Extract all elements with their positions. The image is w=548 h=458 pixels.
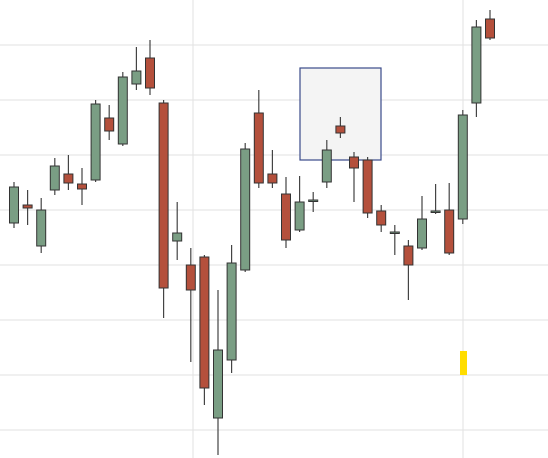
candle-body	[131, 70, 142, 85]
candle-body	[253, 112, 264, 184]
candle-body	[485, 18, 495, 39]
candle-body	[104, 117, 115, 132]
candle-body	[267, 173, 278, 184]
candle-body	[240, 148, 251, 271]
grid	[0, 44, 548, 431]
candle-body	[471, 26, 482, 104]
candle-body	[281, 193, 291, 241]
candle-body	[9, 186, 19, 224]
candle-body	[349, 156, 359, 169]
candle-body	[417, 218, 427, 249]
candle-body	[172, 232, 183, 242]
candle-body	[90, 103, 101, 181]
candle-body	[321, 149, 332, 183]
candle-body	[457, 114, 468, 220]
candle-body	[63, 173, 74, 184]
candle-body	[444, 209, 455, 254]
candle-body	[335, 125, 346, 134]
selection-box	[299, 67, 382, 161]
candle-body	[389, 231, 400, 234]
candle-body	[145, 57, 155, 89]
candle-body	[376, 210, 387, 226]
candle-body	[49, 165, 60, 191]
candle-body	[36, 209, 47, 247]
candle-body	[158, 102, 169, 289]
candle-body	[213, 349, 223, 419]
candle-body	[294, 201, 305, 231]
marker	[460, 351, 467, 375]
candle-body	[185, 264, 196, 291]
candle-body	[362, 159, 373, 214]
candle-body	[199, 256, 210, 389]
candle-body	[403, 245, 414, 266]
candle-body	[22, 204, 33, 209]
candle-body	[226, 262, 237, 361]
candles	[9, 10, 495, 455]
candle-body	[308, 199, 319, 202]
candle-body	[77, 183, 87, 190]
candle-body	[117, 76, 128, 145]
candle-body	[430, 210, 441, 213]
